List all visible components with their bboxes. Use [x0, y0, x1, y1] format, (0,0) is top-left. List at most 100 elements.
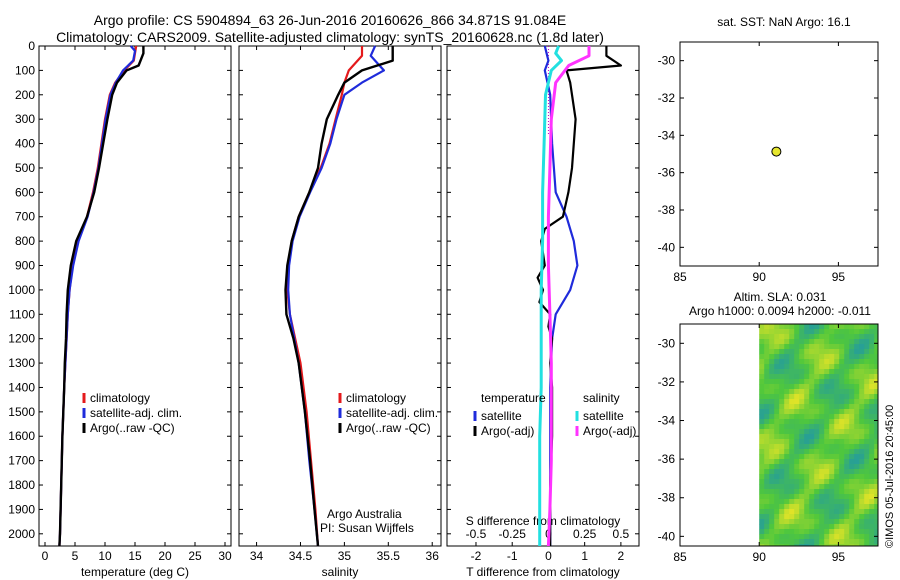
sla-heatmap-cell [789, 414, 795, 420]
sla-heatmap-cell [869, 534, 875, 540]
sla-heatmap-cell [854, 489, 860, 495]
sla-heatmap-cell [824, 494, 830, 500]
sla-heatmap-cell [824, 404, 830, 410]
sla-heatmap-cell [759, 509, 765, 515]
sla-heatmap-cell [759, 439, 765, 445]
sla-heatmap-cell [824, 474, 830, 480]
sla-heatmap-cell [814, 349, 820, 355]
sla-heatmap-cell [874, 504, 879, 510]
sla-heatmap-cell [844, 464, 850, 470]
sla-heatmap-cell [874, 519, 879, 525]
sla-heatmap-cell [779, 364, 785, 370]
sla-heatmap-cell [794, 379, 800, 385]
sla-heatmap-cell [834, 404, 840, 410]
sla-heatmap-cell [789, 454, 795, 460]
sla-heatmap-cell [809, 409, 815, 415]
sla-heatmap-cell [859, 414, 865, 420]
sla-heatmap-cell [824, 389, 830, 395]
temperature-legend-label: climatology [90, 391, 150, 405]
sla-heatmap-cell [804, 354, 810, 360]
sst_map-y-tick-label: -32 [658, 91, 676, 105]
sla-heatmap-cell [789, 469, 795, 475]
sla-heatmap-cell [829, 349, 835, 355]
sla-heatmap-cell [809, 384, 815, 390]
sla-heatmap-cell [769, 534, 775, 540]
sla-heatmap-cell [854, 519, 860, 525]
sla-heatmap-cell [844, 534, 850, 540]
sla-heatmap-cell [769, 359, 775, 365]
sla-heatmap-cell [874, 539, 879, 545]
depth-tick-label: 1600 [8, 429, 35, 443]
sla-heatmap-cell [829, 529, 835, 535]
sla-heatmap-cell [874, 514, 879, 520]
sla-heatmap-cell [844, 429, 850, 435]
sla-heatmap-cell [874, 529, 879, 535]
sla-heatmap-cell [819, 364, 825, 370]
sla-heatmap-cell [819, 374, 825, 380]
sla-heatmap-cell [784, 429, 790, 435]
sla-heatmap-cell [799, 349, 805, 355]
sla-heatmap-cell [774, 529, 780, 535]
sla-heatmap-cell [819, 354, 825, 360]
sla-heatmap-cell [874, 329, 879, 335]
difference-legend-label: Argo(-adj) [481, 424, 534, 438]
sla-heatmap-cell [859, 479, 865, 485]
sla-heatmap-cell [819, 534, 825, 540]
depth-tick-label: 1300 [8, 356, 35, 370]
sla-heatmap-cell [799, 459, 805, 465]
sla-heatmap-cell [864, 469, 870, 475]
sla-heatmap-cell [844, 364, 850, 370]
sla-heatmap-cell [829, 414, 835, 420]
sla-heatmap-cell [779, 494, 785, 500]
sla-heatmap-cell [794, 449, 800, 455]
sla-heatmap-cell [839, 454, 845, 460]
sla-heatmap-cell [874, 544, 879, 547]
sla-heatmap-cell [869, 419, 875, 425]
sla-heatmap-cell [769, 474, 775, 480]
sla-heatmap-cell [844, 404, 850, 410]
sla-heatmap-cell [839, 534, 845, 540]
sla-heatmap-cell [819, 389, 825, 395]
sla-heatmap-cell [824, 339, 830, 345]
sla-heatmap-cell [794, 459, 800, 465]
sla-heatmap-cell [834, 479, 840, 485]
difference-legend-group-salinity: salinity [583, 391, 620, 405]
sla-heatmap-cell [864, 354, 870, 360]
sla-heatmap-cell [794, 399, 800, 405]
sla-heatmap-cell [824, 459, 830, 465]
sla-heatmap-cell [854, 514, 860, 520]
sla-heatmap-cell [834, 434, 840, 440]
sst_map-y-tick-label: -30 [658, 54, 676, 68]
sla-heatmap-cell [814, 389, 820, 395]
sla-heatmap-cell [769, 419, 775, 425]
sla-heatmap-cell [849, 439, 855, 445]
sla-heatmap-cell [809, 469, 815, 475]
sla-heatmap-cell [779, 439, 785, 445]
sla-heatmap-cell [779, 394, 785, 400]
difference-legend-label: satellite [481, 409, 522, 423]
sla-heatmap-cell [849, 539, 855, 545]
sla-heatmap-cell [869, 479, 875, 485]
sla-heatmap-cell [764, 344, 770, 350]
sla-heatmap-cell [849, 329, 855, 335]
sla-heatmap-cell [759, 409, 765, 415]
sla-heatmap-cell [874, 404, 879, 410]
sla-heatmap-cell [799, 514, 805, 520]
sla-heatmap-cell [769, 374, 775, 380]
sla-heatmap-cell [764, 464, 770, 470]
sla-heatmap-cell [769, 354, 775, 360]
sla-heatmap-cell [824, 464, 830, 470]
sla-heatmap-cell [824, 544, 830, 547]
sla-heatmap-cell [834, 359, 840, 365]
sla-heatmap-cell [794, 434, 800, 440]
sla-heatmap-cell [789, 389, 795, 395]
sla-heatmap-cell [769, 479, 775, 485]
sla-heatmap-cell [814, 384, 820, 390]
sla-heatmap-cell [869, 414, 875, 420]
sla-heatmap-cell [854, 394, 860, 400]
sla-heatmap-cell [784, 369, 790, 375]
sla-heatmap-cell [814, 344, 820, 350]
sla-heatmap-cell [864, 429, 870, 435]
sla-heatmap-cell [834, 409, 840, 415]
sla-heatmap-cell [864, 484, 870, 490]
